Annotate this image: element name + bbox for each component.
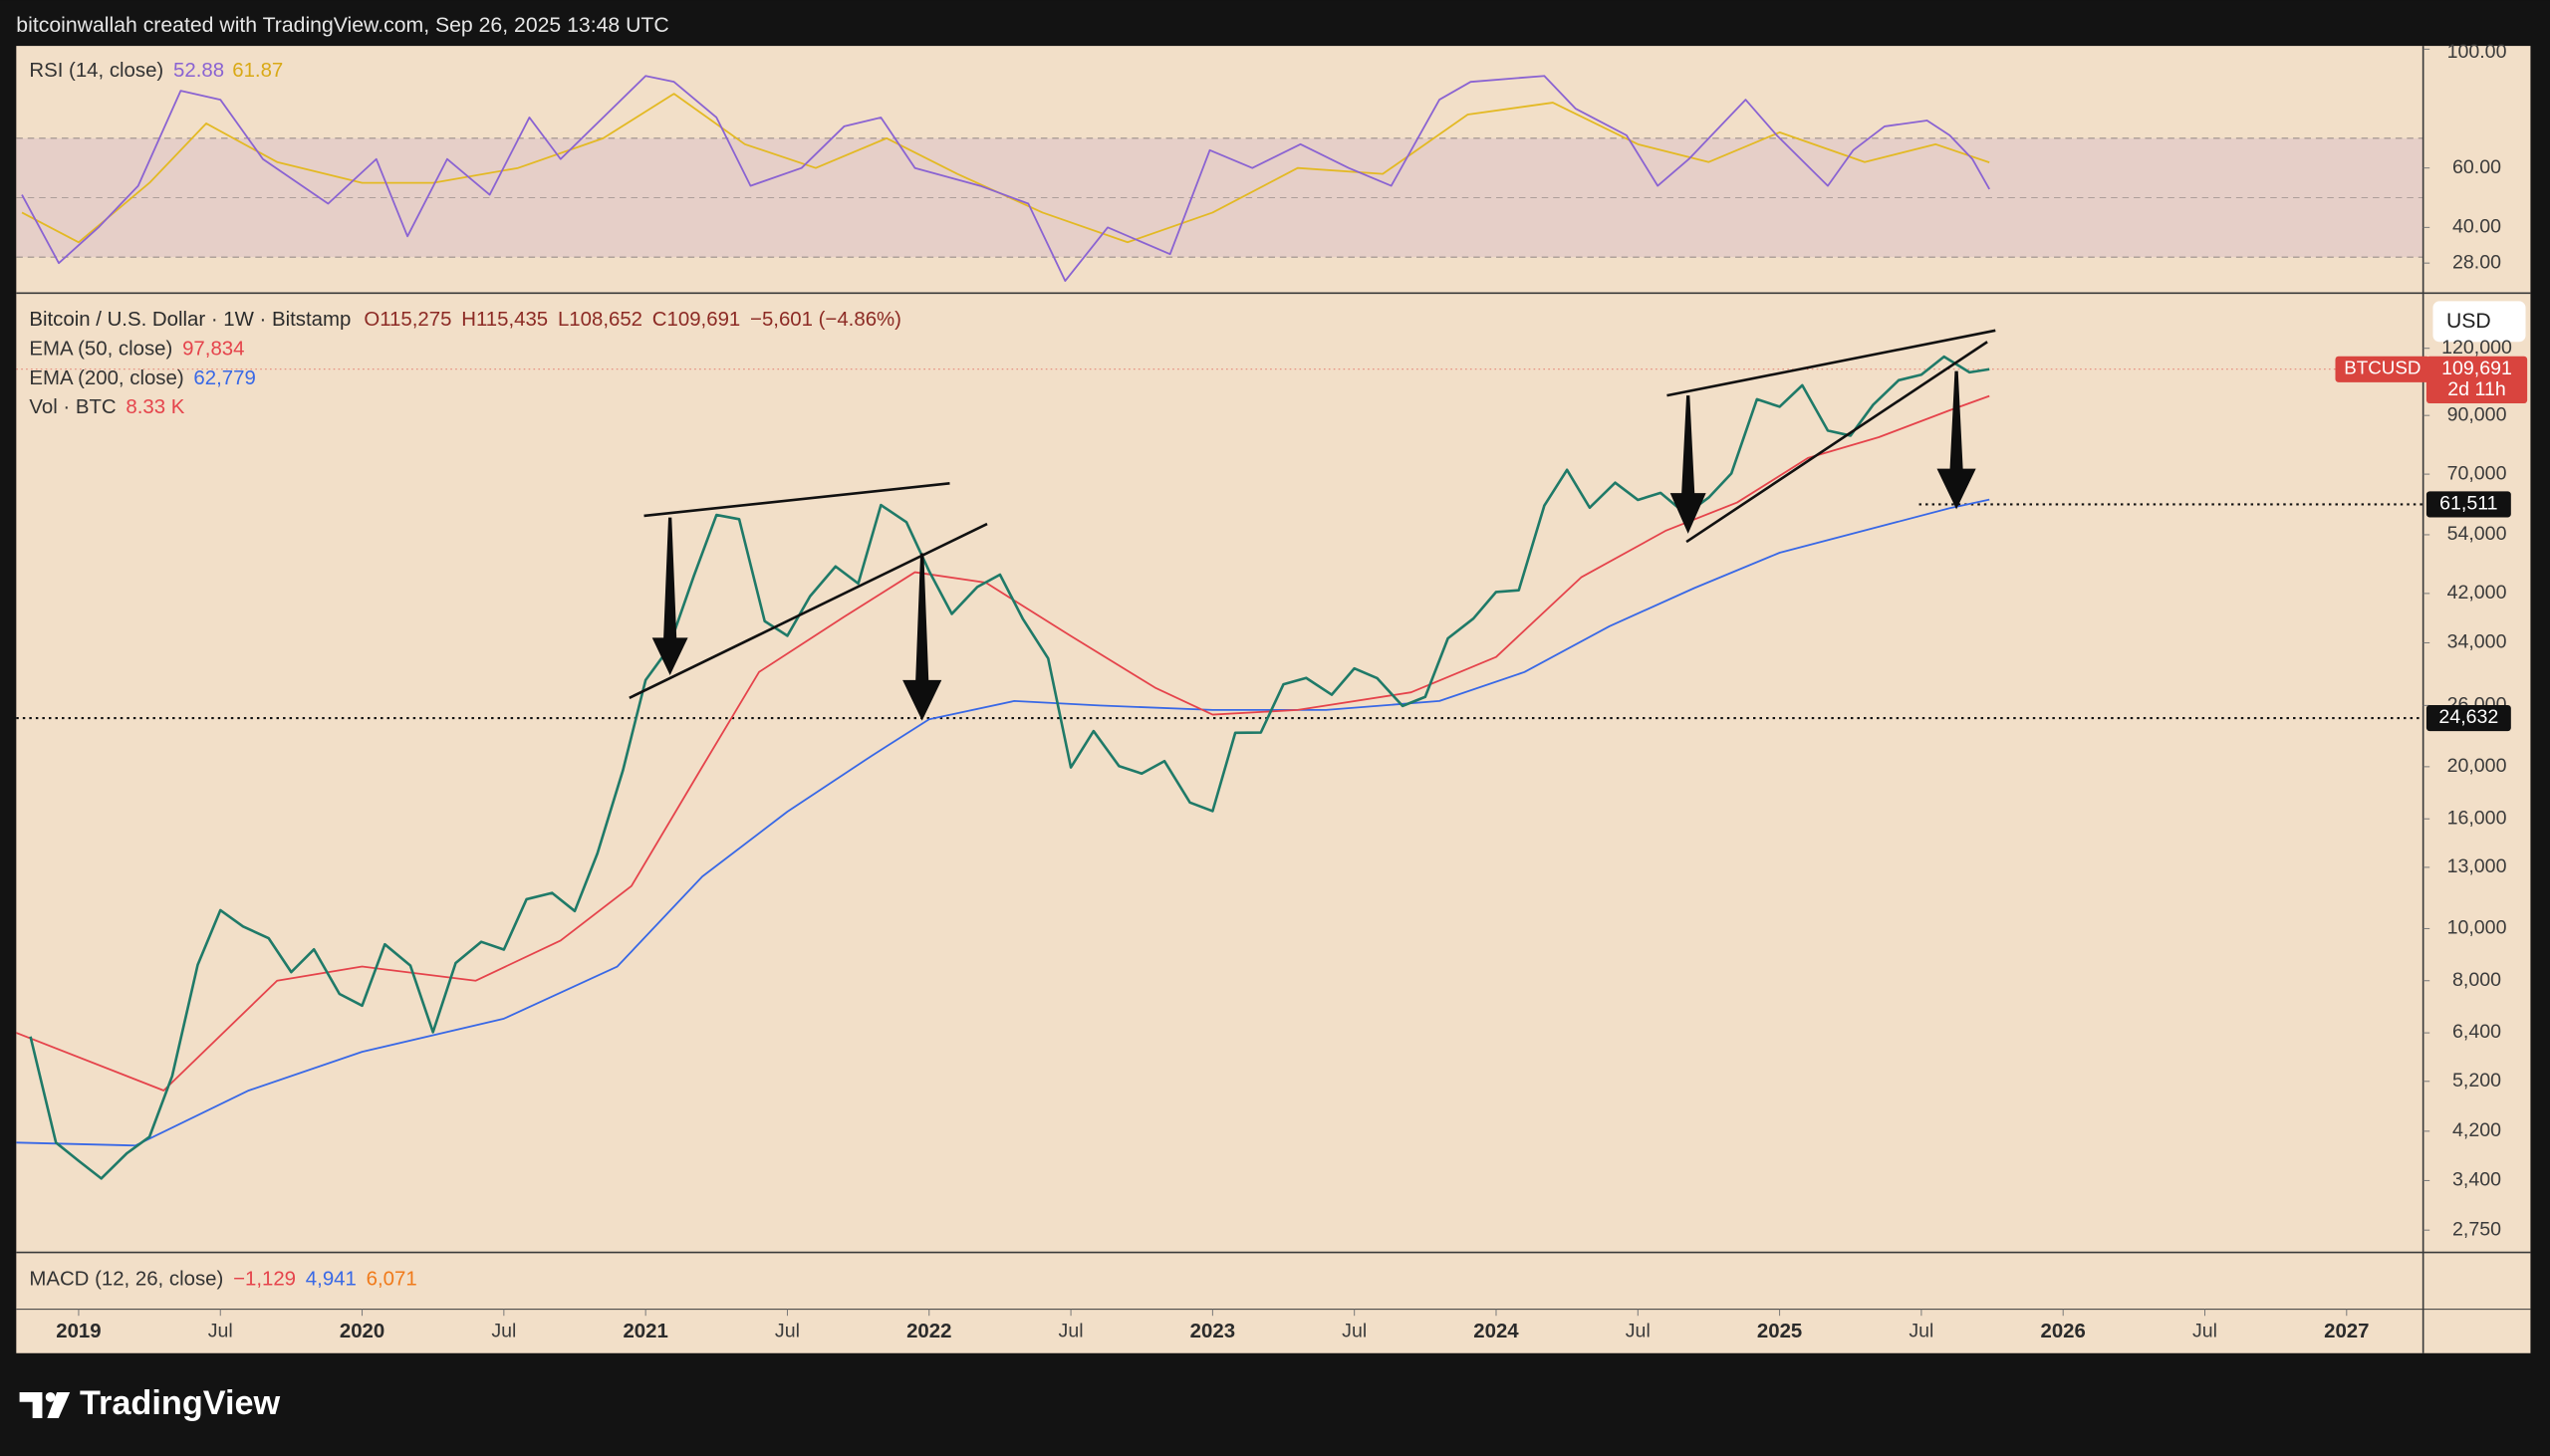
x-tick-label: Jul <box>491 1321 516 1342</box>
trendlines <box>629 329 1996 699</box>
x-tick-label: Jul <box>208 1321 233 1342</box>
rsi-tick-label: 100.00 <box>2447 41 2507 63</box>
currency-label[interactable]: USD <box>2446 310 2491 333</box>
symbol-tag <box>2335 356 2430 382</box>
open: O115,275 <box>364 309 451 331</box>
y-tick-label: 3,400 <box>2452 1169 2501 1191</box>
x-tick-label: 2021 <box>623 1321 667 1342</box>
rsi-band <box>16 137 2423 258</box>
y-tick-label: 70,000 <box>2447 462 2507 484</box>
rsi-line <box>21 75 1990 282</box>
legend-name: EMA (200, close) <box>29 367 183 389</box>
y-tick-label: 8,000 <box>2452 969 2501 991</box>
logo-mark <box>47 1391 71 1419</box>
close: C109,691 <box>652 309 740 331</box>
ema50-legend: EMA (50, close) 97,834 <box>29 339 244 361</box>
arrow <box>1936 370 1976 510</box>
logo-mark <box>19 1391 43 1419</box>
rsi-tick-label: 28.00 <box>2452 251 2501 273</box>
rsi-line <box>21 93 1990 244</box>
x-tick-label: Jul <box>775 1321 800 1342</box>
last-price-tag <box>2425 356 2528 404</box>
x-tick-label: 2022 <box>906 1321 951 1342</box>
x-tick-label: Jul <box>1342 1321 1367 1342</box>
level-label: 24,632 <box>2438 706 2498 728</box>
y-tick-label: 4,200 <box>2452 1119 2501 1141</box>
countdown-label: 2d 11h <box>2447 378 2505 400</box>
ema200-legend: EMA (200, close) 62,779 <box>29 367 255 389</box>
rsi-value: 52.88 <box>173 61 224 83</box>
currency-button[interactable] <box>2432 301 2526 343</box>
y-tick-label: 90,000 <box>2447 403 2507 425</box>
chart-background <box>16 46 2531 1353</box>
change: −5,601 (−4.86%) <box>750 309 901 331</box>
ema-line <box>16 394 1990 1092</box>
y-tick-label: 10,000 <box>2447 917 2507 939</box>
x-tick-label: Jul <box>1626 1321 1651 1342</box>
y-tick-label: 120,000 <box>2441 337 2512 359</box>
low: L108,652 <box>558 309 642 331</box>
x-tick-label: 2024 <box>1473 1321 1519 1342</box>
trendline <box>643 481 950 518</box>
y-tick-label: 13,000 <box>2447 855 2507 877</box>
header-text: bitcoinwallah created with TradingView.c… <box>16 14 668 37</box>
level-tag <box>2425 704 2511 732</box>
high: H115,435 <box>461 309 548 331</box>
y-tick-label: 20,000 <box>2447 755 2507 777</box>
y-tick-label: 34,000 <box>2447 631 2507 653</box>
legend-name: EMA (50, close) <box>29 339 172 361</box>
brand-logo <box>19 1391 71 1419</box>
macd-value: 4,941 <box>306 1269 357 1291</box>
arrows <box>651 370 1976 721</box>
x-tick-label: 2027 <box>2324 1321 2369 1342</box>
x-tick-label: 2025 <box>1757 1321 1802 1342</box>
brand-name: TradingView <box>80 1384 281 1422</box>
macd-name: MACD (12, 26, close) <box>29 1269 223 1291</box>
rsi-name: RSI (14, close) <box>29 61 163 83</box>
arrow <box>902 553 942 721</box>
y-tick-label: 54,000 <box>2447 523 2507 545</box>
last-price-label: 109,691 <box>2441 358 2512 379</box>
level-label: 61,511 <box>2439 493 2497 515</box>
trendline <box>1666 329 1996 397</box>
arrow <box>651 517 688 675</box>
y-tick-label: 5,200 <box>2452 1070 2501 1092</box>
macd-value: −1,129 <box>233 1269 296 1291</box>
level-tag <box>2425 491 2511 518</box>
symbol-title: Bitcoin / U.S. Dollar · 1W · Bitstamp <box>29 309 351 331</box>
x-tick-label: 2019 <box>56 1321 101 1342</box>
x-tick-label: 2026 <box>2041 1321 2086 1342</box>
y-tick-label: 42,000 <box>2447 582 2507 604</box>
x-tick-label: 2020 <box>340 1321 384 1342</box>
x-tick-label: Jul <box>1909 1321 1933 1342</box>
x-tick-label: 2023 <box>1190 1321 1235 1342</box>
legend-value: 97,834 <box>182 339 244 361</box>
arrow <box>1669 395 1706 534</box>
rsi-pane <box>16 75 2423 282</box>
x-tick-label: Jul <box>1059 1321 1084 1342</box>
macd-value: 6,071 <box>367 1269 417 1291</box>
symbol-tag-label: BTCUSD <box>2344 358 2421 378</box>
rsi-legend: RSI (14, close) 52.88 61.87 <box>29 61 283 83</box>
volume-legend: Vol · BTC 8.33 K <box>29 397 184 419</box>
legend-value: 8.33 K <box>126 397 184 419</box>
x-tick-label: Jul <box>2192 1321 2217 1342</box>
logo-mark <box>45 1391 56 1402</box>
trendline <box>1685 341 1988 544</box>
macd-legend: MACD (12, 26, close) −1,129 4,941 6,071 <box>29 1269 416 1291</box>
y-tick-label: 16,000 <box>2447 807 2507 829</box>
symbol-legend: Bitcoin / U.S. Dollar · 1W · Bitstamp O11… <box>29 309 901 331</box>
trendline <box>629 522 988 699</box>
price-line <box>29 355 1990 1180</box>
legend-value: 62,779 <box>193 367 255 389</box>
rsi-tick-label: 60.00 <box>2452 156 2501 178</box>
rsi-ma-value: 61.87 <box>232 61 283 83</box>
y-tick-label: 6,400 <box>2452 1021 2501 1043</box>
legend-name: Vol · BTC <box>29 397 116 419</box>
y-tick-label: 2,750 <box>2452 1218 2501 1240</box>
rsi-tick-label: 40.00 <box>2452 216 2501 238</box>
